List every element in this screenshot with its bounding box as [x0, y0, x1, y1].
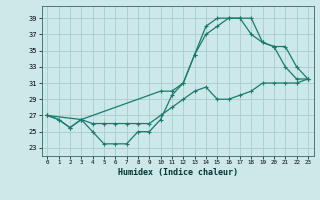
X-axis label: Humidex (Indice chaleur): Humidex (Indice chaleur) [118, 168, 237, 177]
